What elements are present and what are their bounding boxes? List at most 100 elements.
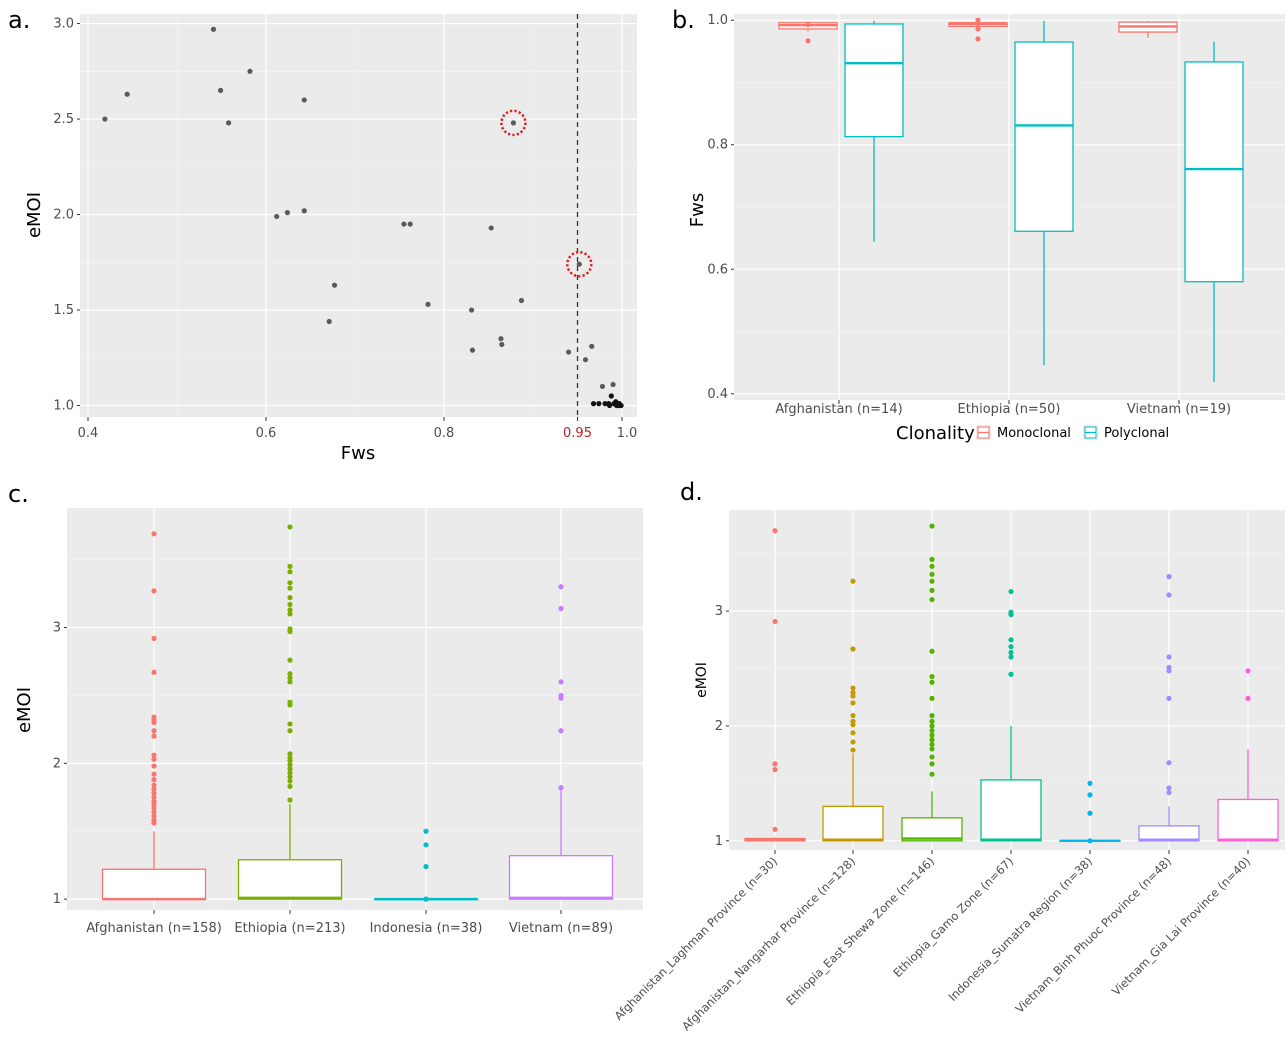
panel-d-outlier-point	[1166, 789, 1172, 796]
panel-c-outlier-point	[287, 758, 293, 764]
panel-a-xlabel: Fws	[341, 443, 375, 464]
panel-b-monoclonal-outlier-point	[805, 38, 811, 44]
panel-b-polyclonal-box-2	[1184, 41, 1244, 382]
panel-c-outlier-point	[287, 611, 293, 617]
panel-c-outlier-point	[287, 524, 293, 530]
scatter-point	[218, 87, 224, 93]
panel-b-ytick-label: 0.4	[707, 387, 728, 402]
panel-label-b: b.	[672, 6, 695, 34]
scatter-point	[124, 91, 130, 97]
panel-c-outlier-point	[287, 797, 293, 803]
panel-d-outlier-point	[1245, 668, 1251, 674]
panel-d-outlier-point	[772, 826, 778, 832]
legend-label-monoclonal: Monoclonal	[997, 426, 1071, 441]
panel-c-outlier-point	[151, 820, 157, 826]
panel-c-ytick-label: 2	[53, 756, 61, 771]
panel-d-outlier-point	[1166, 592, 1172, 598]
panel-d-outlier-point	[1008, 644, 1014, 650]
panel-c-outlier-point	[287, 679, 293, 685]
panel-label-d: d.	[680, 478, 703, 506]
panel-d-outlier-point	[1087, 810, 1093, 816]
panel-c-outlier-point	[287, 770, 293, 776]
panel-d-xtick-label: Indonesia_Sumatra Region (n=38)	[945, 854, 1095, 1004]
scatter-point	[510, 120, 517, 126]
scatter-point	[566, 349, 572, 355]
panel-c-outlier-point	[151, 669, 157, 675]
panel-c-xtick-label: Afghanistan (n=158)	[86, 921, 222, 936]
legend-label-polyclonal: Polyclonal	[1104, 426, 1169, 441]
panel-b-ytick-label: 0.8	[707, 138, 728, 153]
panel-d-outlier-point	[929, 679, 935, 685]
panel-c-outlier-point	[287, 671, 293, 677]
panel-c-background	[67, 508, 643, 910]
panel-d-ytick-label: 3	[715, 604, 723, 619]
panel-c-outlier-point	[558, 695, 564, 701]
panel-a-marks	[102, 14, 624, 417]
panel-c-outlier-point	[287, 778, 293, 784]
scatter-point	[608, 393, 614, 399]
panel-c-marks	[101, 524, 614, 902]
panel-label-a: a.	[8, 6, 30, 34]
scatter-point	[599, 383, 606, 390]
panel-c-outlier-point	[423, 863, 429, 870]
panel-d-box-2	[901, 523, 963, 842]
panel-b-xtick-label: Afghanistan (n=14)	[775, 402, 902, 417]
panel-d-outlier-point	[1008, 654, 1014, 660]
panel-d-outlier-point	[929, 761, 935, 767]
panel-c-outlier-point	[558, 584, 564, 590]
panel-d-outlier-point	[929, 723, 935, 729]
panel-c-outlier-point	[151, 763, 157, 769]
panel-c-outlier-point	[287, 702, 293, 708]
panel-d-xtick-label: Vietnam_Binh Phuoc Province (n=48)	[1012, 854, 1174, 1016]
panel-c-outlier-point	[151, 813, 157, 819]
panel-d-outlier-point	[850, 747, 856, 753]
panel-d-xtick-label: Vietnam_Gia Lai Province (n=40)	[1109, 854, 1253, 998]
panel-d-outlier-point	[850, 713, 856, 719]
panel-b-marks	[778, 17, 1244, 382]
scatter-point	[407, 221, 413, 227]
scatter-point	[518, 297, 525, 304]
scatter-point	[498, 336, 504, 342]
legend-key-monoclonal	[976, 425, 991, 440]
scatter-point	[606, 402, 613, 409]
panel-d-outlier-point	[929, 754, 935, 760]
panel-a-background	[80, 14, 637, 417]
panel-d-box-4	[1059, 780, 1121, 844]
panel-c-outlier-point	[151, 635, 157, 641]
scatter-point	[589, 343, 595, 349]
panel-d-xtick-label: Afghanistan_Nangarhar Province (n=128)	[679, 854, 858, 1033]
panel-d-outlier-point	[850, 646, 856, 652]
panel-c-outlier-point	[423, 842, 429, 848]
scatter-point	[499, 341, 505, 348]
panel-d-outlier-point	[929, 578, 935, 584]
scatter-point	[331, 282, 338, 288]
panel-c-ylabel: eMOI	[14, 687, 35, 733]
panel-b-monoclonal-box-1	[948, 17, 1008, 42]
panel-c-outlier-point	[287, 721, 293, 727]
panel-d-outlier-point	[929, 556, 935, 562]
panel-c-outlier-point	[287, 675, 293, 681]
panel-c-outlier-point	[423, 828, 429, 834]
panel-c-box-body	[237, 859, 343, 900]
panel-b-polyclonal-box-1	[1014, 20, 1074, 366]
scatter-point	[602, 401, 608, 407]
scatter-point	[210, 26, 217, 32]
panel-d-outlier-point	[929, 746, 935, 752]
panel-d-box-body	[980, 779, 1042, 842]
panel-c-outlier-point	[151, 752, 157, 758]
panel-c-xtick-label: Ethiopia (n=213)	[234, 921, 345, 936]
scatter-point	[401, 221, 407, 227]
panel-d-outlier-point	[772, 618, 778, 625]
panel-c-axes: 1 2 3 Afghanistan (n=158) Ethiopia (n=213) In…	[53, 621, 613, 936]
panel-d-outlier-point	[1008, 611, 1014, 618]
scatter-point	[582, 357, 589, 363]
panel-c-boxplot: 1 2 3 Afghanistan (n=158) Ethiopia (n=213) In…	[14, 508, 643, 936]
panel-c-outlier-point	[287, 607, 293, 613]
panel-d-outlier-point	[1008, 671, 1014, 677]
panel-a-xtick-label: 0.4	[78, 426, 99, 441]
panel-c-outlier-point	[151, 771, 157, 777]
scatter-point	[102, 116, 108, 122]
panel-d-outlier-point	[929, 587, 935, 594]
panel-c-outlier-point	[287, 762, 293, 768]
